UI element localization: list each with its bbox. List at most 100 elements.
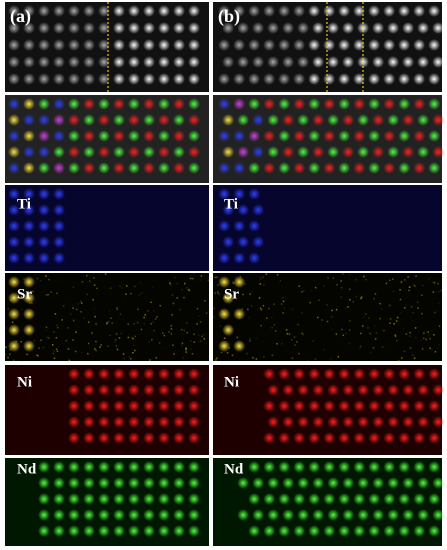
noise xyxy=(7,356,9,359)
noise xyxy=(170,328,173,330)
noise xyxy=(7,307,10,310)
atom-spot xyxy=(308,5,321,17)
noise xyxy=(213,316,215,318)
atom-spot xyxy=(143,146,155,158)
atom-spot xyxy=(128,384,140,396)
atom-spot xyxy=(113,400,125,412)
noise xyxy=(336,284,338,286)
atom-spot xyxy=(143,162,155,174)
atom-spot xyxy=(173,114,185,126)
atom-spot xyxy=(113,130,125,142)
atom-spot xyxy=(372,509,385,521)
noise xyxy=(386,345,388,347)
noise xyxy=(437,290,440,293)
atom-spot xyxy=(413,461,426,473)
noise xyxy=(372,354,374,356)
noise xyxy=(373,338,376,340)
atom-spot xyxy=(248,461,261,473)
atom-spot xyxy=(53,493,65,505)
atom-spot xyxy=(263,525,276,537)
atom-spot xyxy=(312,384,325,396)
noise xyxy=(186,287,188,289)
atom-spot xyxy=(188,39,200,51)
atom-spot xyxy=(297,509,310,521)
atom-spot xyxy=(8,308,20,320)
noise xyxy=(263,284,265,286)
noise xyxy=(341,328,343,331)
noise xyxy=(421,294,423,296)
atom-spot xyxy=(338,368,351,380)
atom-spot xyxy=(83,525,95,537)
atom-spot xyxy=(218,98,231,110)
atom-spot xyxy=(8,56,20,68)
atom-spot xyxy=(98,477,110,489)
atom-spot xyxy=(98,368,110,380)
atom-spot xyxy=(432,56,445,68)
noise xyxy=(395,320,398,322)
noise xyxy=(334,313,336,315)
noise xyxy=(47,293,49,296)
noise xyxy=(348,342,351,345)
atom-spot xyxy=(128,525,140,537)
atom-spot xyxy=(128,73,140,85)
atom-spot xyxy=(68,384,80,396)
atom-spot xyxy=(38,188,50,200)
noise xyxy=(152,310,155,312)
noise xyxy=(5,346,7,349)
atom-spot xyxy=(113,493,125,505)
atom-spot xyxy=(278,73,291,85)
noise xyxy=(279,331,282,333)
noise xyxy=(116,307,118,309)
atom-spot xyxy=(173,162,185,174)
noise xyxy=(282,300,285,303)
noise xyxy=(214,292,217,294)
noise xyxy=(326,320,329,323)
noise xyxy=(89,279,91,282)
noise xyxy=(53,357,56,360)
atom-spot xyxy=(338,98,351,110)
noise xyxy=(127,336,130,339)
noise xyxy=(136,321,139,324)
atom-spot xyxy=(387,509,400,521)
atom-spot xyxy=(248,252,261,264)
atom-spot xyxy=(158,73,170,85)
noise xyxy=(414,327,417,329)
noise xyxy=(217,291,219,293)
atom-spot xyxy=(357,509,370,521)
noise xyxy=(329,358,332,360)
noise xyxy=(204,300,206,302)
noise xyxy=(198,334,200,337)
noise xyxy=(140,328,143,331)
atom-spot xyxy=(173,525,185,537)
atom-spot xyxy=(83,509,95,521)
noise xyxy=(75,308,78,311)
atom-spot xyxy=(297,384,310,396)
atom-spot xyxy=(53,114,65,126)
atom-spot xyxy=(8,73,20,85)
noise xyxy=(369,332,371,335)
atom-spot xyxy=(143,114,155,126)
atom-spot xyxy=(218,39,231,51)
atom-spot xyxy=(68,493,80,505)
noise xyxy=(196,323,198,325)
atom-spot xyxy=(83,130,95,142)
noise xyxy=(20,360,23,363)
atom-spot xyxy=(402,416,415,428)
element-label: Ti xyxy=(224,196,238,212)
noise xyxy=(392,290,394,292)
atom-spot xyxy=(428,98,441,110)
atom-spot xyxy=(83,56,95,68)
atom-spot xyxy=(233,5,246,17)
atom-spot xyxy=(353,130,366,142)
atom-spot xyxy=(113,509,125,521)
noise xyxy=(271,354,274,357)
atom-spot xyxy=(338,493,351,505)
atom-spot xyxy=(342,509,355,521)
atom-spot xyxy=(372,114,385,126)
noise xyxy=(169,282,171,284)
atom-spot xyxy=(233,252,246,264)
noise xyxy=(154,318,157,320)
atom-spot xyxy=(323,73,336,85)
atom-spot xyxy=(53,220,65,232)
atom-spot xyxy=(353,39,366,51)
